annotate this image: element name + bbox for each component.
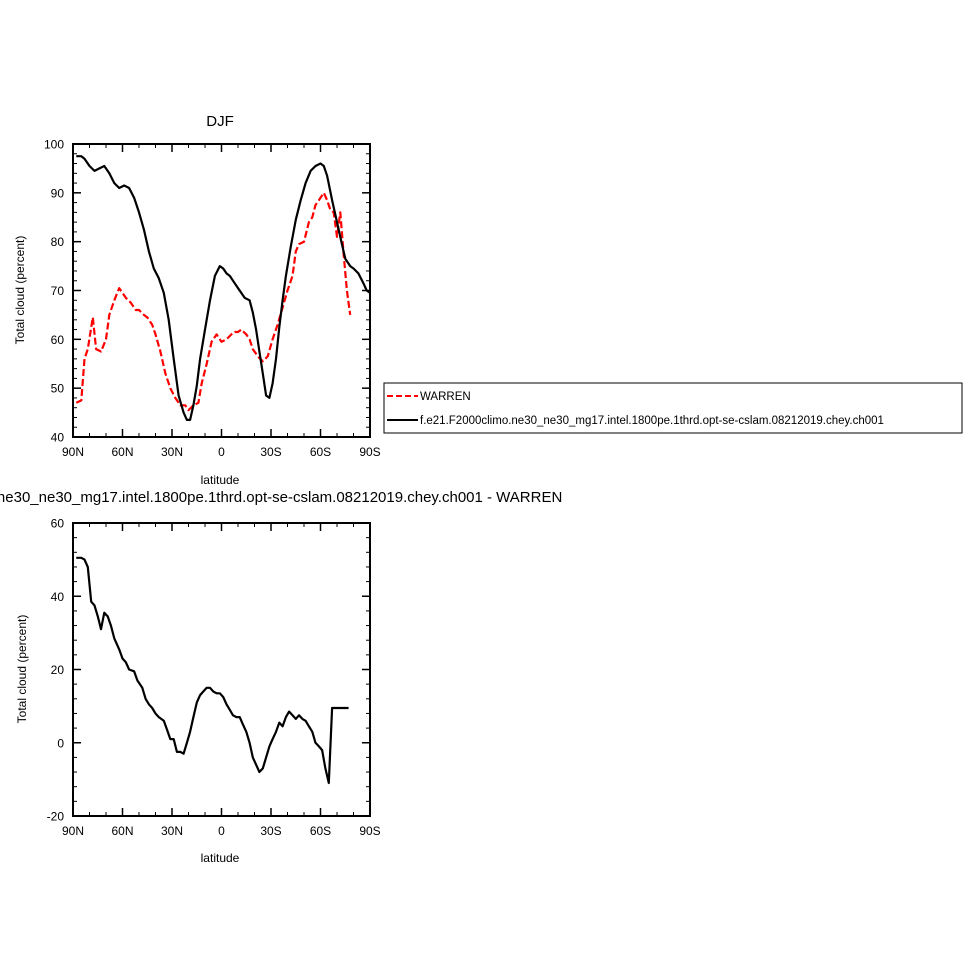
x-tick-label: 30S xyxy=(260,824,281,838)
series-line-2 xyxy=(76,155,371,421)
plot-frame xyxy=(72,143,371,438)
panel-difference: f.e21.F2000climo.ne30_ne30_mg17.intel.18… xyxy=(0,489,562,865)
legend: WARREN f.e21.F2000climo.ne30_ne30_mg17.i… xyxy=(383,382,963,434)
x-tick-label: 60S xyxy=(310,824,331,838)
y-tick-label: 20 xyxy=(51,663,65,677)
x-tick-label: 0 xyxy=(218,824,225,838)
x-tick-label: 60S xyxy=(310,445,331,459)
y-tick-label: -20 xyxy=(47,810,65,824)
y-tick-label: 40 xyxy=(51,431,65,445)
y-tick-label: 60 xyxy=(51,333,65,347)
x-tick-label: 90S xyxy=(359,445,380,459)
y-tick-label: 90 xyxy=(51,186,65,200)
x-axis-label: latitude xyxy=(201,473,240,487)
y-tick-label: 80 xyxy=(51,235,65,249)
x-tick-label: 0 xyxy=(218,445,225,459)
y-tick-label: 70 xyxy=(51,284,65,298)
panel-djf: DJF latitude Total cloud (percent) 90N 60… xyxy=(13,113,381,487)
x-tick-label: 30N xyxy=(161,824,183,838)
x-tick-label: 30N xyxy=(161,445,183,459)
x-axis-label: latitude xyxy=(201,851,240,865)
legend-box xyxy=(383,382,963,434)
y-axis-label: Total cloud (percent) xyxy=(13,236,27,345)
y-axis-label: Total cloud (percent) xyxy=(15,615,29,724)
y-tick-label: 50 xyxy=(51,382,65,396)
y-tick-label: 100 xyxy=(44,138,64,152)
x-tick-label: 90S xyxy=(359,824,380,838)
y-tick-label: 60 xyxy=(51,517,65,531)
y-tick-label: 0 xyxy=(57,736,64,750)
legend-label-warren: WARREN xyxy=(420,391,471,403)
series-line-1 xyxy=(76,556,349,785)
series-line-1 xyxy=(75,191,352,412)
x-tick-label: 60N xyxy=(111,445,133,459)
x-tick-label: 90N xyxy=(62,824,84,838)
legend-label-model: f.e21.F2000climo.ne30_ne30_mg17.intel.18… xyxy=(420,415,884,427)
x-tick-label: 30S xyxy=(260,445,281,459)
y-tick-label: 40 xyxy=(51,590,65,604)
x-tick-label: 60N xyxy=(111,824,133,838)
chart-title: f.e21.F2000climo.ne30_ne30_mg17.intel.18… xyxy=(0,489,562,506)
chart-title: DJF xyxy=(206,113,234,130)
plot-frame xyxy=(72,522,371,817)
x-tick-label: 90N xyxy=(62,445,84,459)
